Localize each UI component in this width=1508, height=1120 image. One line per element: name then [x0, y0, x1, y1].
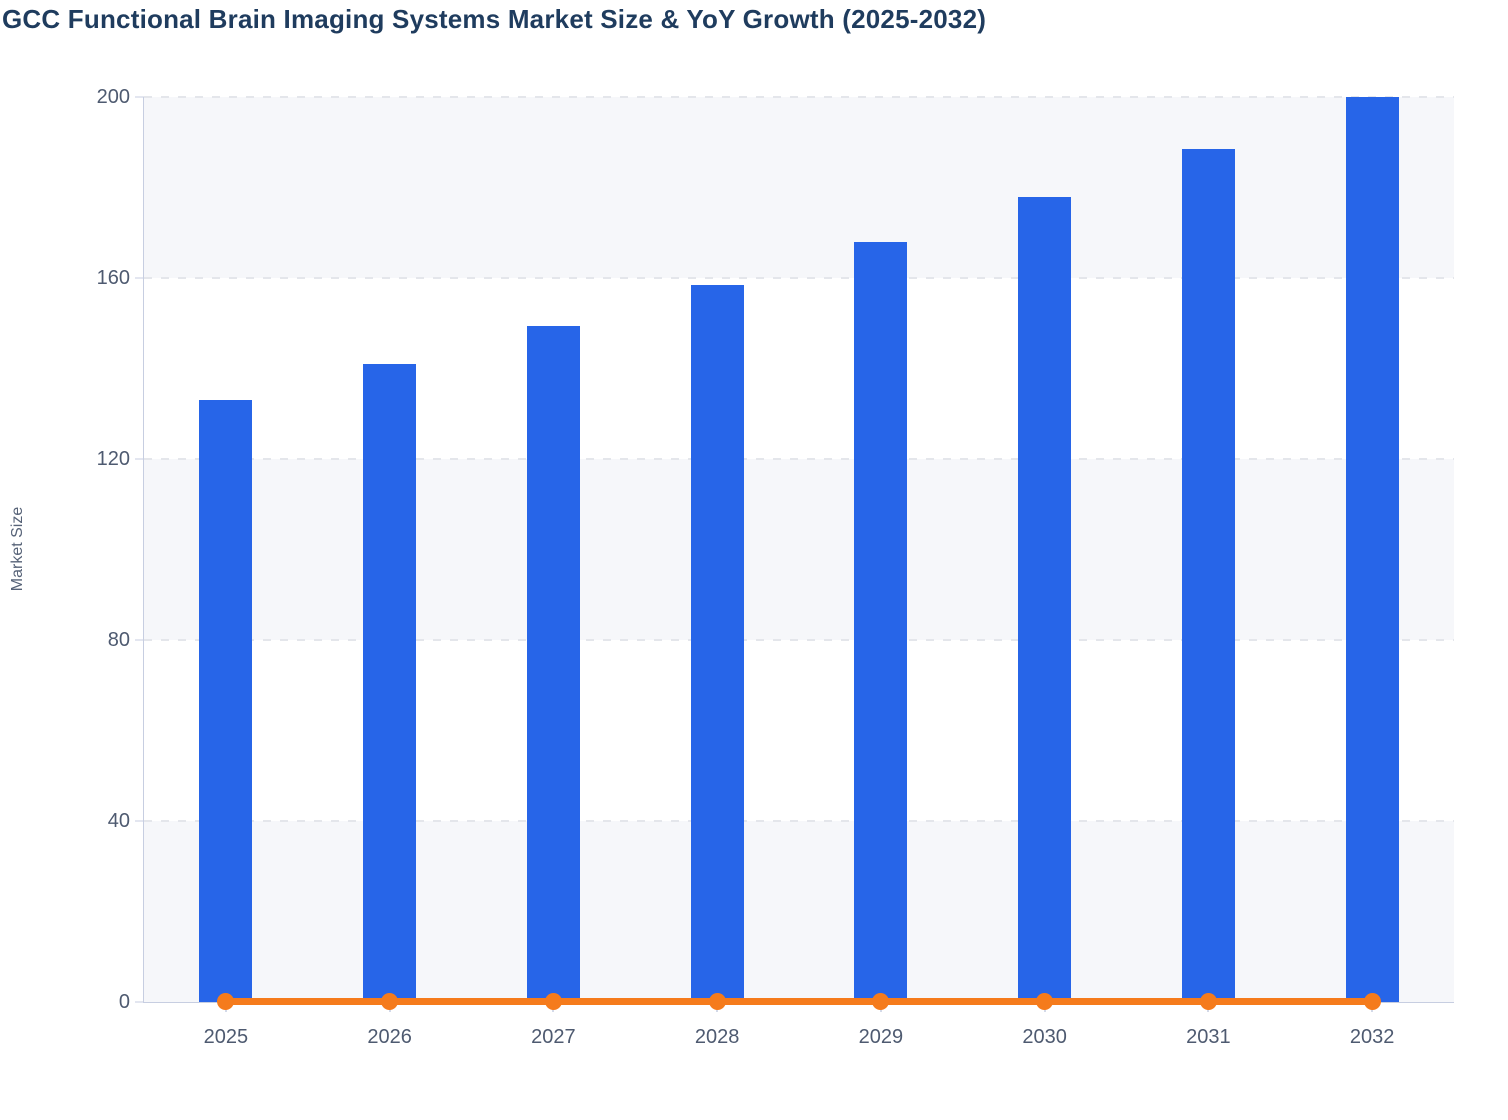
x-tick-label-2026: 2026 [367, 1026, 412, 1048]
bar-2028[interactable] [690, 285, 744, 1002]
plot-band [144, 97, 1454, 278]
bar-2031[interactable] [1181, 148, 1235, 1002]
y-axis-title: Market Size [9, 506, 26, 592]
grid-line [144, 820, 1454, 822]
bar-2025[interactable] [199, 400, 253, 1002]
y-tick-mark [135, 96, 144, 98]
x-tick-label-2025: 2025 [203, 1026, 249, 1048]
y-tick-label: 80 [107, 629, 130, 651]
yoy-point-2025[interactable] [217, 993, 235, 1011]
x-tick-label-2029: 2029 [858, 1026, 904, 1048]
x-tick-label-2027: 2027 [531, 1026, 576, 1048]
y-tick-mark [135, 820, 144, 822]
bar-2027[interactable] [526, 325, 580, 1002]
plot-band [144, 640, 1454, 821]
bar-2029[interactable] [854, 242, 908, 1002]
yoy-point-2029[interactable] [872, 993, 890, 1011]
yoy-point-2031[interactable] [1199, 993, 1217, 1011]
chart-title: GCC Functional Brain Imaging Systems Mar… [2, 4, 987, 34]
y-tick-mark [135, 1001, 144, 1003]
x-tick-label-2028: 2028 [694, 1026, 740, 1048]
yoy-point-2030[interactable] [1036, 993, 1054, 1011]
y-tick-mark [135, 277, 144, 279]
yoy-growth-line[interactable] [225, 998, 1373, 1006]
y-tick-mark [135, 639, 144, 641]
y-tick-mark [135, 458, 144, 460]
x-tick-label-2030: 2030 [1022, 1026, 1067, 1048]
y-tick-label: 120 [96, 448, 130, 470]
yoy-point-2032[interactable] [1363, 993, 1381, 1011]
bar-2030[interactable] [1018, 196, 1072, 1002]
x-tick-label-2032: 2032 [1349, 1026, 1395, 1048]
grid-line [144, 458, 1454, 460]
grid-line [144, 96, 1454, 98]
y-tick-label: 0 [118, 991, 130, 1013]
yoy-point-2026[interactable] [381, 993, 399, 1011]
bar-2026[interactable] [363, 363, 417, 1002]
yoy-point-2028[interactable] [708, 993, 726, 1011]
grid-line [144, 639, 1454, 641]
plot-area: 0 40 80 120 160 200 2025 2026 2027 2028 2029 2030 20… [97, 87, 1454, 1048]
y-tick-label: 40 [107, 810, 130, 832]
grid-line [144, 277, 1454, 279]
plot-band [144, 278, 1454, 459]
y-tick-label: 160 [96, 267, 130, 289]
bar-2032[interactable] [1345, 97, 1399, 1002]
x-tick-label-2031: 2031 [1186, 1026, 1231, 1048]
plot-band [144, 821, 1454, 1002]
y-tick-label: 200 [96, 86, 130, 108]
yoy-point-2027[interactable] [544, 993, 562, 1011]
plot-band [144, 459, 1454, 640]
